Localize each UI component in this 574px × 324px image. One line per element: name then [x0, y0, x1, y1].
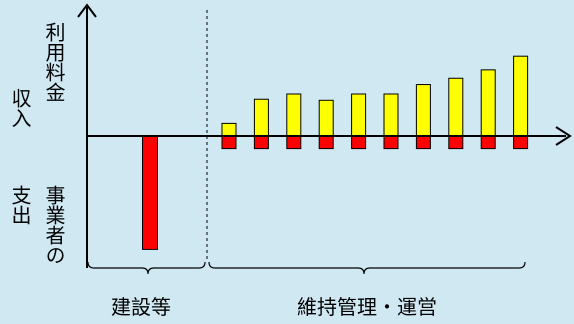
operation-expense-bar	[513, 135, 529, 150]
construction-expense-bar	[142, 135, 158, 250]
operation-expense-bar	[448, 135, 464, 150]
operation-income-bar	[415, 84, 431, 137]
operation-income-bar	[286, 93, 302, 137]
phase-label-construction: 建設等	[111, 295, 171, 319]
operation-expense-bar	[415, 135, 431, 150]
expense-label-line2: 支出	[8, 185, 32, 225]
operation-income-bar	[221, 122, 237, 137]
construction-bracket	[87, 261, 206, 275]
operation-expense-bar	[383, 135, 399, 150]
operation-expense-bar	[253, 135, 269, 150]
operation-income-bar	[480, 69, 496, 137]
operation-bracket	[208, 261, 526, 275]
operation-income-bar	[448, 77, 464, 137]
expense-label-line1: 事業者の	[42, 185, 66, 265]
x-axis-arrowhead	[555, 126, 572, 146]
operation-expense-bar	[318, 135, 334, 150]
income-label-line2: 収入	[8, 88, 32, 128]
operation-income-bar	[253, 98, 269, 137]
operation-expense-bar	[351, 135, 367, 150]
phase-label-operation: 維持管理・運営	[297, 295, 437, 319]
y-axis-arrowhead	[77, 3, 97, 18]
bars-group	[142, 55, 529, 250]
operation-expense-bar	[480, 135, 496, 150]
operation-expense-bar	[286, 135, 302, 150]
operation-income-bar	[351, 93, 367, 137]
operation-income-bar	[383, 93, 399, 137]
income-label-line1: 利用料金	[42, 22, 66, 102]
operation-income-bar	[513, 55, 529, 137]
operation-expense-bar	[221, 135, 237, 150]
operation-income-bar	[318, 99, 334, 137]
